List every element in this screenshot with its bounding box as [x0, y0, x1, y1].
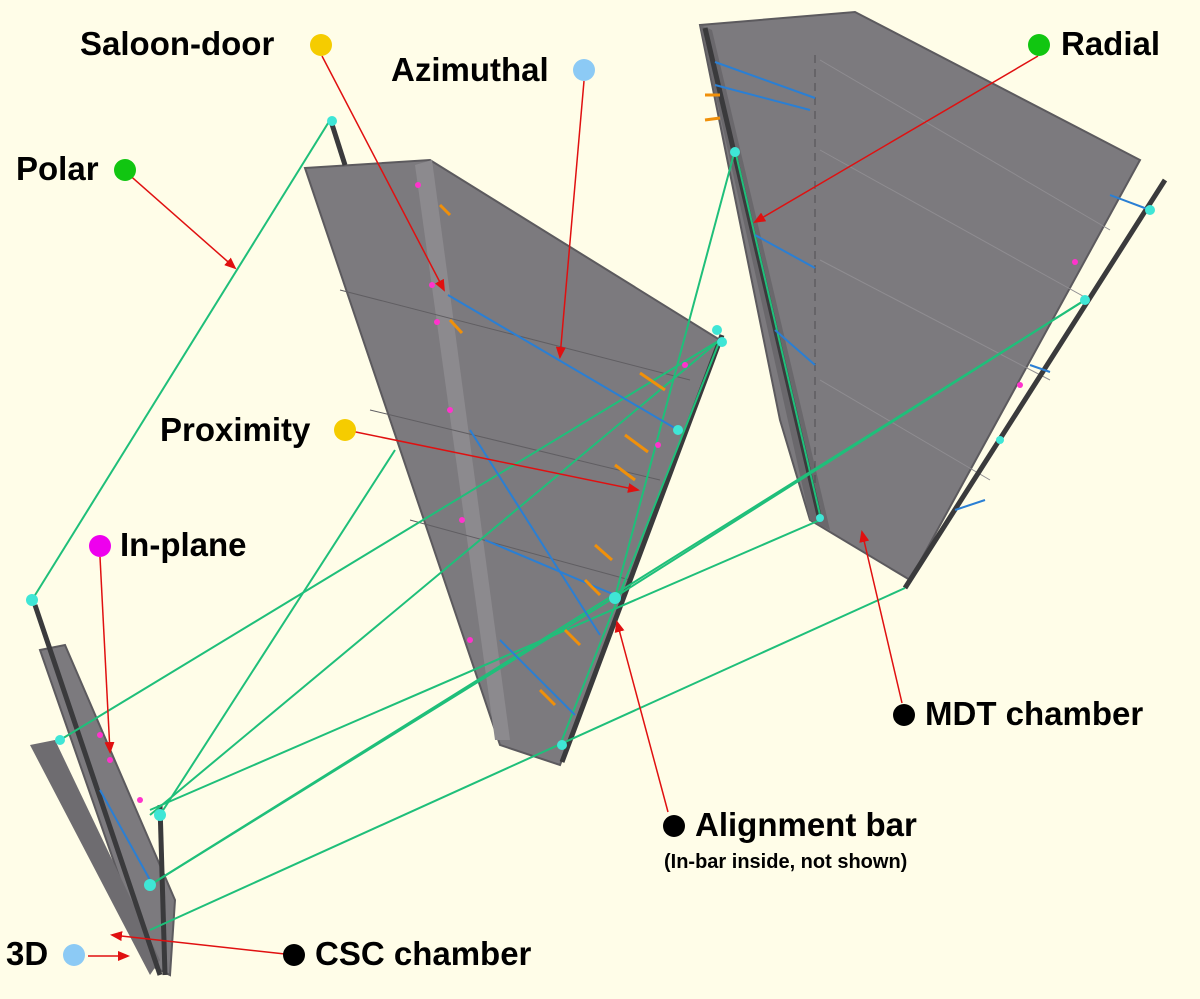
three-d-dot [63, 944, 85, 966]
azimuthal-dot [573, 59, 595, 81]
mdt-chamber-arrow [859, 530, 903, 704]
saloon-door-label: Saloon-door [80, 25, 275, 62]
radial-label: Radial [1061, 25, 1161, 62]
csc-chamber-label: CSC chamber [315, 935, 532, 972]
mdt-chamber-middle [303, 158, 722, 767]
proximity-label: Proximity [160, 411, 311, 448]
azimuthal-lines [99, 61, 1151, 881]
alignment-bars [157, 27, 1168, 976]
in-plane-dot [89, 535, 111, 557]
alignment-bar-arrow [614, 620, 669, 813]
in-plane-arrow [99, 556, 115, 754]
radial-dot [1028, 34, 1050, 56]
mdt-chamber-label: MDT chamber [925, 695, 1144, 732]
polar-label: Polar [16, 150, 99, 187]
saloon-door-dot [310, 34, 332, 56]
in-plane-marks [97, 182, 1078, 803]
polar-lines [31, 119, 1086, 931]
proximity-dot [334, 419, 356, 441]
proximity-arrow [345, 429, 640, 493]
polar-arrow [125, 171, 237, 270]
radial-arrow [753, 55, 1039, 224]
csc-chamber-arrow [110, 931, 286, 955]
polar-dot [114, 159, 136, 181]
saloon-door-arrow [321, 55, 445, 292]
csc-chamber [30, 604, 177, 977]
sensor-endpoints [26, 116, 1155, 891]
alignment-bar-label: Alignment bar [695, 806, 917, 843]
azimuthal-label: Azimuthal [391, 51, 549, 88]
callout-arrows [88, 55, 1039, 961]
mdt-chamber-dot [893, 704, 915, 726]
in-plane-label: In-plane [120, 526, 247, 563]
alignment-bar-note: (In-bar inside, not shown) [664, 851, 908, 873]
proximity-marks [438, 93, 721, 707]
csc-chamber-dot [283, 944, 305, 966]
three-d-label: 3D [6, 935, 49, 972]
azimuthal-arrow [555, 80, 585, 359]
alignment-bar-dot [663, 815, 685, 837]
